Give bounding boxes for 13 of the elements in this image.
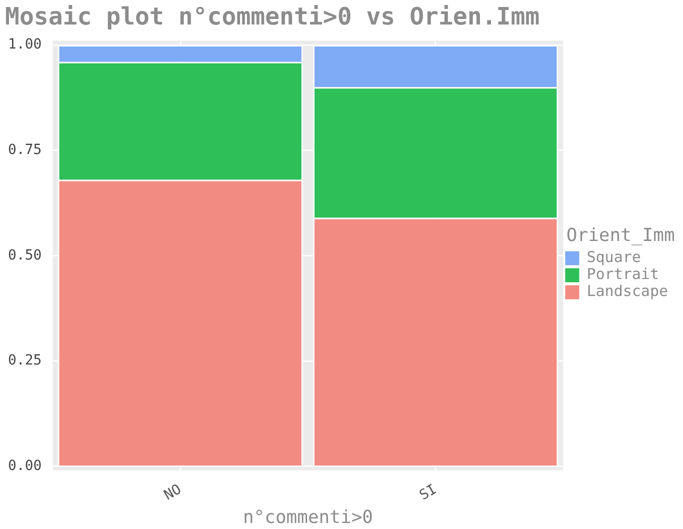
legend-label: Square <box>586 248 641 266</box>
legend-label: Portrait <box>586 265 659 284</box>
x-tick-label: NO <box>162 481 184 504</box>
legend-title: Orient_Imm <box>566 224 675 246</box>
chart-title: Mosaic plot n°commenti>0 vs Orien.Imm <box>5 2 540 31</box>
y-tick-label: 0.25 <box>8 352 42 369</box>
legend-label: Landscape <box>586 282 668 300</box>
y-tick-label: 0.50 <box>8 247 42 264</box>
x-tick-label: SI <box>416 481 440 504</box>
x-axis-title: n°commenti>0 <box>242 506 373 528</box>
y-tick-label: 1.00 <box>8 36 42 53</box>
y-tick-label: 0.75 <box>8 142 42 158</box>
y-tick-label: 0.00 <box>8 458 42 474</box>
